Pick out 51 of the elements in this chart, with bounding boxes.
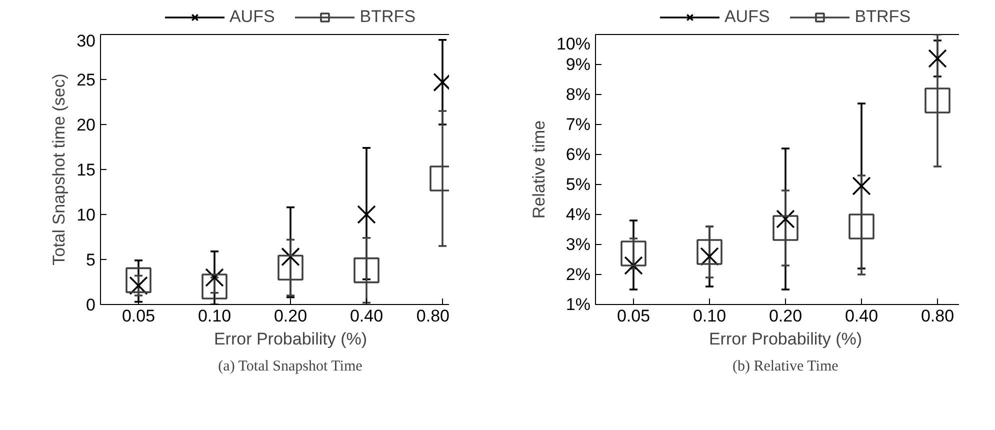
point xyxy=(928,49,947,68)
text: (b) Relative Time xyxy=(732,358,839,374)
y-axis-title: Total Snapshot time (sec) xyxy=(50,74,69,266)
y-tick-label: 3% xyxy=(566,235,591,254)
y-tick-label: 0 xyxy=(86,296,96,314)
point xyxy=(848,214,874,240)
point xyxy=(620,240,646,266)
y-tick-label: 7% xyxy=(566,115,591,134)
x-tick-label: 0.05 xyxy=(122,306,156,326)
y-tick-label: 9% xyxy=(566,55,591,74)
point xyxy=(278,254,304,280)
x-tick-label: 0.10 xyxy=(198,306,232,326)
point xyxy=(357,205,376,224)
y-tick-label: 15 xyxy=(76,160,96,180)
y-tick-label: 4% xyxy=(566,205,591,224)
x-tick-label: 0.20 xyxy=(768,306,802,326)
y-tick-label: 5 xyxy=(86,250,96,270)
y-axis-title: Relative time xyxy=(529,120,548,219)
y-tick-label: 5% xyxy=(566,175,591,194)
legend-label: BTRFS xyxy=(854,7,911,27)
x-tick-label: 0.05 xyxy=(616,306,650,326)
x-tick-label: 0.80 xyxy=(416,306,450,326)
y-tick-label: 10% xyxy=(556,34,591,54)
text: (a) Total Snapshot Time xyxy=(218,358,363,374)
y-tick-label: 1% xyxy=(566,295,591,314)
y-tick-label: 20 xyxy=(76,116,96,134)
y-tick-label: 25 xyxy=(76,70,96,90)
legend-label: AUFS xyxy=(229,7,275,27)
y-tick-label: 8% xyxy=(566,85,591,104)
x-tick-label: 0.10 xyxy=(692,306,726,326)
x-tick-label: 0.20 xyxy=(274,306,308,326)
point xyxy=(696,239,722,265)
point xyxy=(281,247,300,266)
x-tick-label: 0.40 xyxy=(844,306,878,326)
y-tick-label: 6% xyxy=(566,145,591,164)
x-tick-label: 0.80 xyxy=(920,306,954,326)
legend-label: AUFS xyxy=(724,7,770,27)
point xyxy=(202,274,228,300)
y-tick-label: 2% xyxy=(566,265,591,284)
point xyxy=(772,215,798,241)
point xyxy=(924,88,950,114)
point xyxy=(354,257,380,284)
legend-label: BTRFS xyxy=(360,7,416,27)
y-tick-label: 10 xyxy=(76,206,96,224)
x-tick-label: 0.40 xyxy=(350,306,384,326)
point xyxy=(624,256,643,275)
point xyxy=(126,267,152,294)
point xyxy=(852,176,871,196)
y-tick-label: 30 xyxy=(76,32,96,50)
x-axis-title: Error Probability (%) xyxy=(214,330,368,348)
x-axis-title: Error Probability (%) xyxy=(708,330,862,348)
